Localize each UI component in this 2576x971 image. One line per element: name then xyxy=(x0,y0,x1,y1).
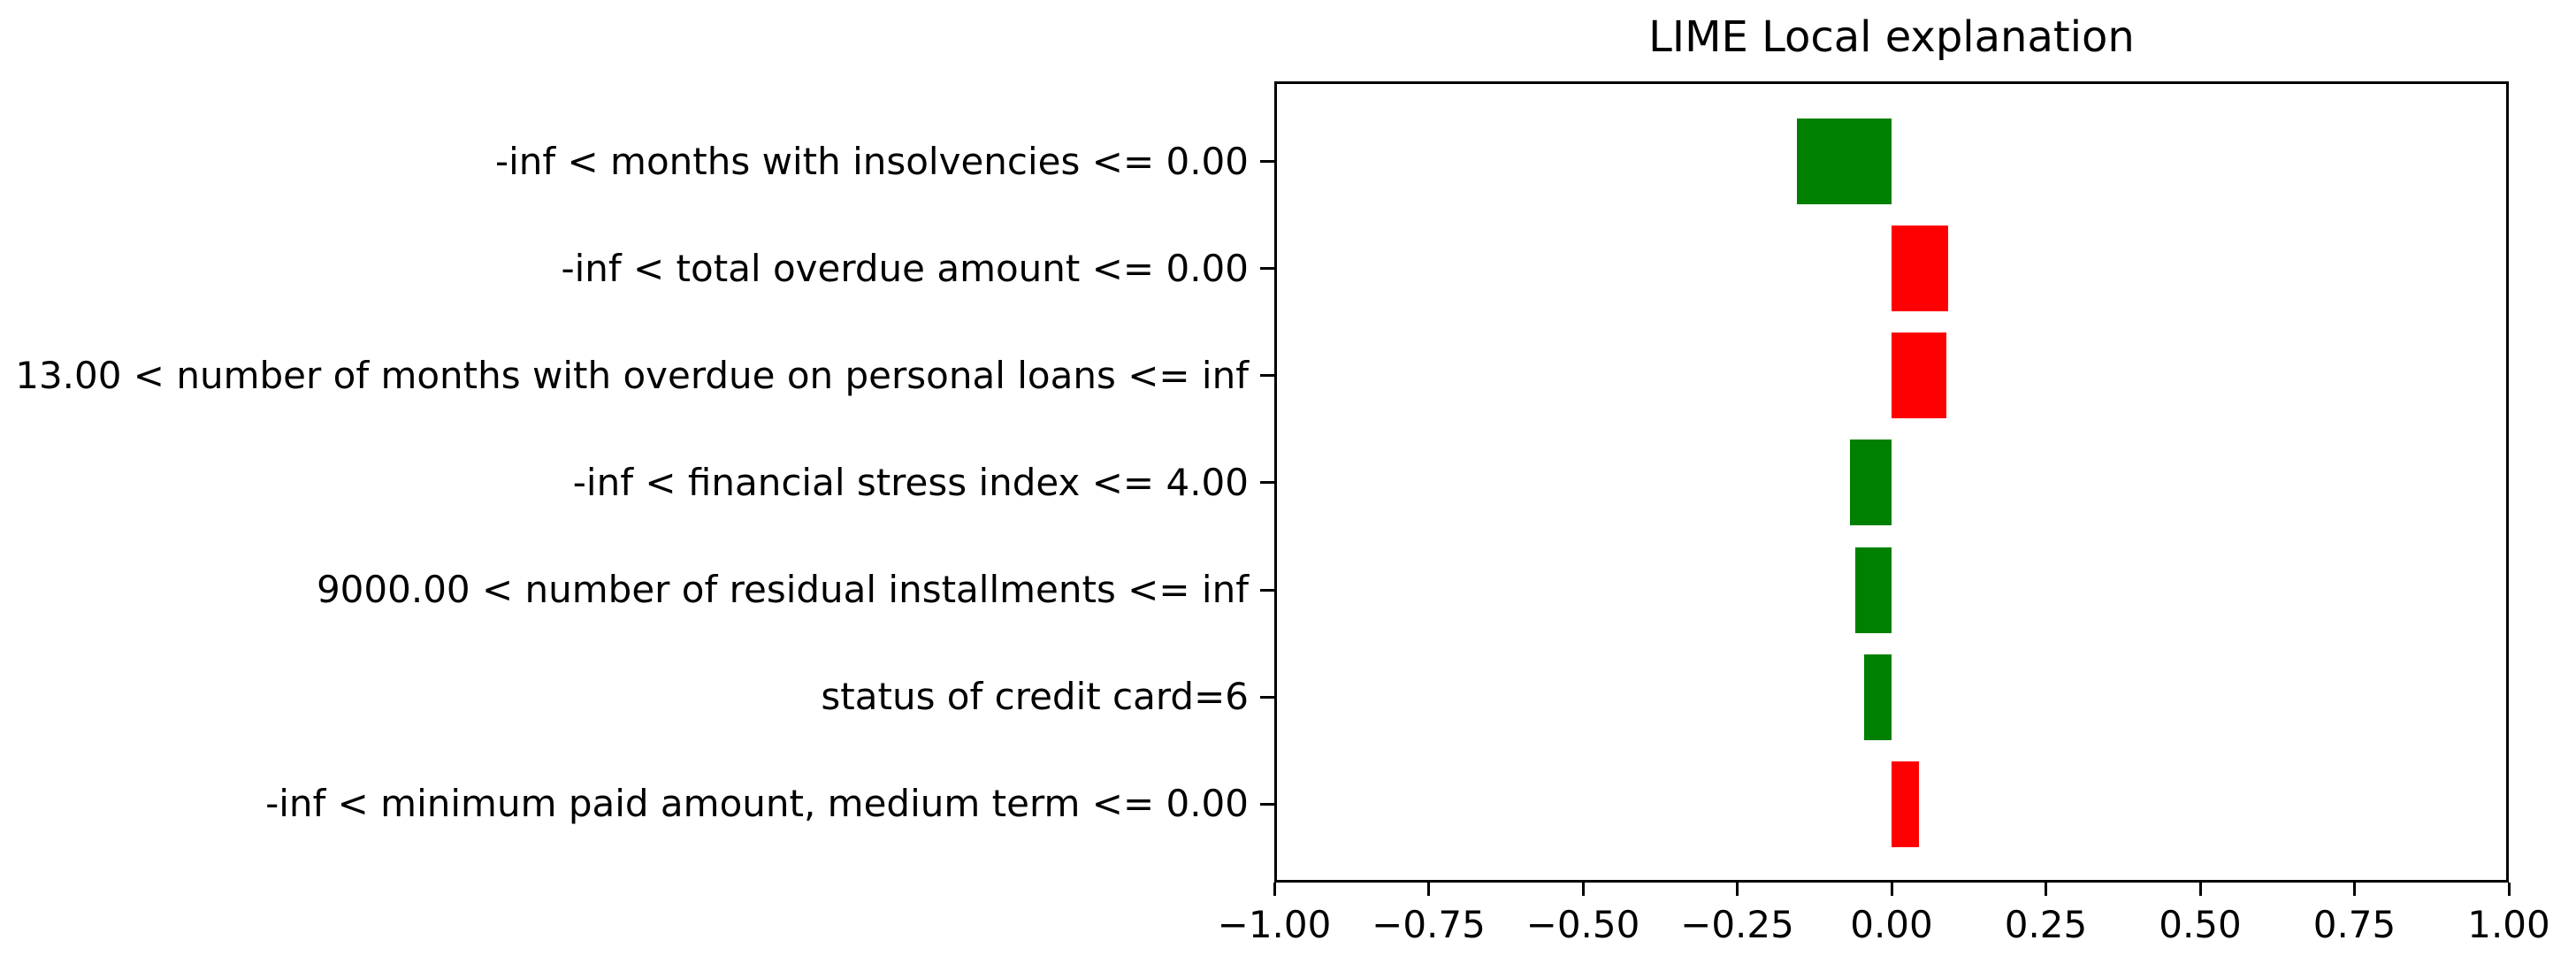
x-tick-label-5: 0.25 xyxy=(2004,903,2088,946)
y-tick-label-2: 13.00 < number of months with overdue on… xyxy=(15,353,1249,397)
y-tick-0 xyxy=(1260,160,1274,163)
x-tick-label-3: −0.25 xyxy=(1680,903,1794,946)
x-tick-label-0: −1.00 xyxy=(1217,903,1332,946)
plot-area xyxy=(1274,81,2509,883)
x-tick-label-2: −0.50 xyxy=(1525,903,1640,946)
bar-3 xyxy=(1850,440,1892,526)
x-tick-7 xyxy=(2353,883,2356,896)
bar-6 xyxy=(1892,761,1919,847)
x-tick-3 xyxy=(1736,883,1739,896)
x-tick-label-6: 0.50 xyxy=(2159,903,2242,946)
y-tick-label-1: -inf < total overdue amount <= 0.00 xyxy=(561,246,1249,290)
x-tick-4 xyxy=(1890,883,1893,896)
bar-2 xyxy=(1892,333,1947,419)
x-tick-0 xyxy=(1273,883,1276,896)
bar-0 xyxy=(1797,119,1892,204)
x-tick-2 xyxy=(1581,883,1585,896)
y-tick-label-4: 9000.00 < number of residual installment… xyxy=(316,568,1249,612)
bar-4 xyxy=(1854,547,1892,633)
x-tick-label-4: 0.00 xyxy=(1850,903,1933,946)
chart-title: LIME Local explanation xyxy=(1648,12,2135,62)
y-tick-label-5: status of credit card=6 xyxy=(821,675,1249,719)
bar-5 xyxy=(1864,654,1892,740)
y-tick-2 xyxy=(1260,374,1274,378)
y-tick-label-3: -inf < financial stress index <= 4.00 xyxy=(572,460,1249,504)
y-tick-label-6: -inf < minimum paid amount, medium term … xyxy=(265,782,1249,826)
bar-1 xyxy=(1892,226,1949,312)
y-tick-3 xyxy=(1260,481,1274,485)
x-tick-5 xyxy=(2045,883,2047,896)
y-tick-1 xyxy=(1260,267,1274,271)
y-tick-label-0: -inf < months with insolvencies <= 0.00 xyxy=(494,139,1249,183)
y-tick-4 xyxy=(1260,588,1274,592)
y-tick-6 xyxy=(1260,802,1274,806)
x-tick-label-1: −0.75 xyxy=(1372,903,1486,946)
x-tick-label-7: 0.75 xyxy=(2312,903,2396,946)
y-tick-5 xyxy=(1260,695,1274,699)
x-tick-8 xyxy=(2507,883,2511,896)
x-tick-6 xyxy=(2198,883,2202,896)
x-tick-1 xyxy=(1427,883,1430,896)
x-tick-label-8: 1.00 xyxy=(2467,903,2550,946)
